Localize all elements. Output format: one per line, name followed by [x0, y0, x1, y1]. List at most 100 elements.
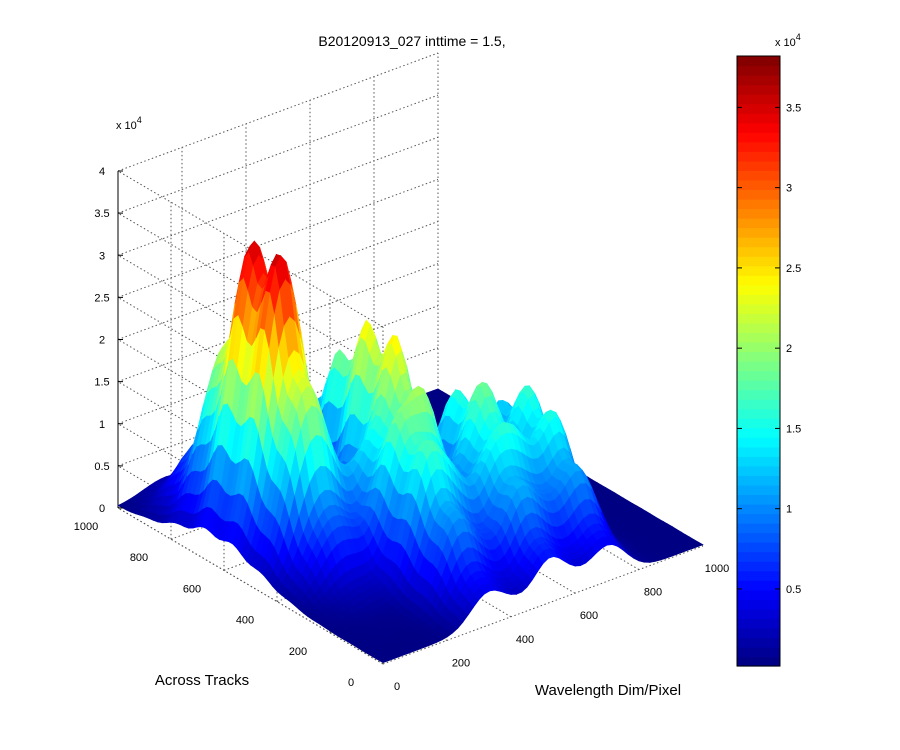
- colorbar-segment: [737, 408, 780, 419]
- z-tick-label: 2.5: [94, 292, 109, 304]
- colorbar-segment: [737, 580, 780, 591]
- colorbar-segment: [737, 322, 780, 334]
- x-axis-label: Wavelength Dim/Pixel: [535, 682, 681, 699]
- colorbar-segment: [737, 608, 780, 619]
- z-exponent-label: x 104: [116, 115, 142, 132]
- colorbar-segment: [737, 189, 780, 200]
- colorbar-segment: [737, 284, 780, 295]
- colorbar-segment: [737, 170, 780, 181]
- colorbar-segment: [737, 503, 780, 515]
- colorbar-tick-label: 0.5: [786, 584, 801, 596]
- colorbar-segment: [737, 599, 780, 610]
- z-tick-label: 3.5: [94, 208, 109, 220]
- x-tick-label: 400: [516, 634, 534, 646]
- y-tick-label: 600: [183, 583, 201, 595]
- colorbar-segment: [737, 256, 780, 267]
- colorbar-segment: [737, 427, 780, 438]
- colorbar-segment: [737, 151, 780, 162]
- colorbar-frame: [736, 55, 781, 667]
- colorbar-segment: [737, 265, 780, 276]
- y-axis-label: Across Tracks: [155, 672, 249, 689]
- colorbar-tick-label: 2: [786, 343, 792, 355]
- colorbar-segment: [737, 542, 780, 553]
- colorbar-segment: [737, 380, 780, 391]
- colorbar-segment: [737, 84, 780, 95]
- colorbar-segment: [737, 351, 780, 362]
- x-tick-label: 0: [394, 681, 400, 693]
- y-tick-label: 0: [348, 677, 354, 689]
- colorbar-tick-label: 3.5: [786, 102, 801, 114]
- colorbar-segment: [737, 523, 780, 534]
- colorbar-segment: [737, 75, 780, 86]
- colorbar-tick-label: 1.5: [786, 423, 801, 435]
- colorbar-segment: [737, 656, 780, 667]
- colorbar-segment: [737, 389, 780, 400]
- x-tick-label: 800: [644, 587, 662, 599]
- x-tick-label: 200: [452, 657, 470, 669]
- colorbar-segment: [737, 589, 780, 600]
- colorbar-segment: [737, 313, 780, 324]
- x-tick-label: 1000: [705, 563, 729, 575]
- axis-ticks: 00.511.522.533.5402004006008001000020040…: [74, 166, 729, 693]
- colorbar-segment: [737, 465, 780, 476]
- colorbar: 0.5 1 1.5 2 2.5 3 3.5: [736, 55, 801, 667]
- colorbar-segment: [737, 179, 780, 191]
- colorbar-segment: [737, 103, 780, 114]
- z-tick-label: 2: [99, 335, 105, 347]
- colorbar-segment: [737, 65, 780, 76]
- colorbar-segment: [737, 361, 780, 372]
- z-tick-label: 0.5: [94, 461, 109, 473]
- colorbar-segment: [737, 646, 780, 658]
- colorbar-tick-label: 1: [786, 504, 792, 516]
- surface-patch-3599: [692, 541, 704, 548]
- colorbar-segment: [737, 246, 780, 257]
- colorbar-segment: [737, 303, 780, 314]
- colorbar-segment: [737, 208, 780, 219]
- colorbar-segment: [737, 218, 780, 229]
- colorbar-segment: [737, 132, 780, 143]
- y-tick-label: 1000: [74, 521, 98, 533]
- z-tick-label: 1.5: [94, 377, 109, 389]
- colorbar-segment: [737, 494, 780, 505]
- z-tick-label: 0: [99, 503, 105, 515]
- colorbar-segment: [737, 561, 780, 572]
- colorbar-segment: [737, 418, 780, 429]
- colorbar-tick-label: 3: [786, 183, 792, 195]
- colorbar-segment: [737, 446, 780, 457]
- colorbar-segment: [737, 456, 780, 467]
- colorbar-segment: [737, 627, 780, 639]
- colorbar-segment: [737, 237, 780, 248]
- colorbar-segment: [737, 122, 780, 133]
- z-tick-label: 3: [99, 250, 105, 262]
- colorbar-segment: [737, 551, 780, 562]
- colorbar-segment: [737, 160, 780, 171]
- z-tick-label: 1: [99, 419, 105, 431]
- colorbar-exponent-label: x 104: [775, 32, 801, 49]
- colorbar-tick-label: 2.5: [786, 263, 801, 275]
- colorbar-segment: [737, 475, 780, 486]
- colorbar-segment: [737, 437, 780, 448]
- colorbar-segment: [737, 532, 780, 543]
- colorbar-segment: [737, 198, 780, 210]
- colorbar-segment: [737, 637, 780, 648]
- z-tick-label: 4: [99, 166, 105, 178]
- colorbar-segment: [737, 227, 780, 238]
- colorbar-segment: [737, 294, 780, 305]
- colorbar-segment: [737, 113, 780, 124]
- colorbar-segment: [737, 275, 780, 286]
- y-tick-label: 800: [130, 552, 148, 564]
- y-tick-label: 400: [236, 615, 254, 627]
- colorbar-segment: [737, 399, 780, 410]
- colorbar-segment: [737, 94, 780, 105]
- colorbar-segment: [737, 484, 780, 496]
- colorbar-segment: [737, 141, 780, 152]
- colorbar-segment: [737, 341, 780, 353]
- colorbar-segment: [737, 570, 780, 581]
- x-tick-label: 600: [580, 610, 598, 622]
- colorbar-segment: [737, 618, 780, 629]
- surface-plot: [117, 240, 704, 664]
- colorbar-segment: [737, 56, 780, 67]
- chart-title: B20120913_027 inttime = 1.5,: [318, 33, 505, 49]
- colorbar-segment: [737, 332, 780, 343]
